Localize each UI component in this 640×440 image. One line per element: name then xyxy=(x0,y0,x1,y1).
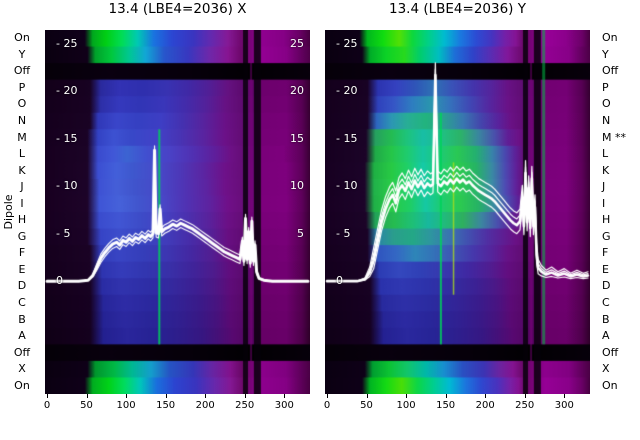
y-tick-label: - 10 xyxy=(56,179,78,193)
x-tick-label: 100 xyxy=(396,400,416,411)
row-label-right: On xyxy=(602,378,618,392)
row-label-left: D xyxy=(17,279,27,293)
left-heatmap-canvas xyxy=(45,30,310,394)
row-label-right: L xyxy=(602,147,609,161)
row-label-right: F xyxy=(602,246,609,260)
y-tick-label: - 15 xyxy=(336,131,358,145)
x-tick-label: 200 xyxy=(475,400,495,411)
x-tick-mark xyxy=(327,394,328,398)
y-tick-label: - 20 xyxy=(56,84,78,98)
x-tick-label: 250 xyxy=(235,400,255,411)
row-label-right: I xyxy=(602,196,606,210)
y-tick-label: - 15 xyxy=(56,131,78,145)
row-label-left: I xyxy=(20,196,24,210)
x-tick-mark xyxy=(564,394,566,398)
x-tick-label: 50 xyxy=(360,400,373,411)
x-tick-mark xyxy=(86,394,88,398)
row-label-left: A xyxy=(18,329,26,343)
row-label-right: N xyxy=(602,114,611,127)
row-label-left: Off xyxy=(13,345,31,359)
row-label-right: O xyxy=(602,97,611,111)
y-tick-label: 5 xyxy=(297,226,304,240)
y-tick-label: 0 xyxy=(336,274,343,288)
right-plot-title: 13.4 (LBE4=2036) Y xyxy=(389,1,526,17)
row-label-left: On xyxy=(14,31,30,45)
y-tick-label: - 25 xyxy=(56,36,78,50)
row-label-left: G xyxy=(17,229,27,243)
y-tick-label: - 5 xyxy=(56,226,71,240)
x-tick-mark xyxy=(205,394,207,398)
row-label-right: Y xyxy=(602,47,609,61)
right-heatmap-canvas xyxy=(325,30,590,394)
row-label-right: Off xyxy=(602,345,619,359)
row-label-right: J xyxy=(602,180,606,194)
x-tick-mark xyxy=(485,394,487,398)
row-label-left: H xyxy=(17,213,27,227)
x-tick-mark xyxy=(284,394,286,398)
row-label-left: B xyxy=(18,312,26,326)
row-label-left: C xyxy=(18,296,26,309)
x-tick-mark xyxy=(244,394,246,398)
x-tick-mark xyxy=(445,394,447,398)
row-label-left: J xyxy=(20,180,24,194)
row-label-right: G xyxy=(602,229,611,243)
row-label-left: N xyxy=(17,114,27,127)
row-label-left: O xyxy=(17,97,27,111)
row-label-right: D xyxy=(602,279,611,293)
y-tick-label: - 10 xyxy=(336,179,358,193)
row-label-right: H xyxy=(602,213,611,227)
y-tick-label: - 25 xyxy=(336,36,358,50)
row-label-left: K xyxy=(18,163,26,177)
row-label-right: A xyxy=(602,329,610,343)
x-tick-label: 50 xyxy=(80,400,93,411)
x-tick-label: 150 xyxy=(436,400,456,411)
row-label-right: B xyxy=(602,312,610,326)
y-tick-label: 15 xyxy=(290,131,304,145)
x-tick-mark xyxy=(406,394,408,398)
y-tick-label: - 5 xyxy=(336,226,351,240)
row-label-left: F xyxy=(18,246,26,260)
y-tick-label: - 20 xyxy=(336,84,358,98)
x-tick-label: 0 xyxy=(323,400,331,411)
row-label-left: E xyxy=(18,262,26,276)
row-label-right: X xyxy=(602,362,610,376)
x-tick-label: 100 xyxy=(116,400,136,411)
row-label-right: On xyxy=(602,31,618,45)
row-label-left: Off xyxy=(13,64,31,78)
y-tick-label: 10 xyxy=(290,179,304,193)
row-label-right: P xyxy=(602,80,609,94)
y-tick-label: 25 xyxy=(290,36,304,50)
row-label-left: M xyxy=(17,130,27,144)
x-tick-label: 150 xyxy=(156,400,176,411)
x-tick-mark xyxy=(126,394,128,398)
row-label-left: P xyxy=(18,80,26,94)
x-tick-label: 0 xyxy=(43,400,51,411)
x-tick-label: 200 xyxy=(195,400,215,411)
x-tick-mark xyxy=(165,394,167,398)
x-tick-label: 250 xyxy=(515,400,535,411)
row-label-right: Off xyxy=(602,64,619,78)
x-tick-label: 300 xyxy=(554,400,574,411)
row-label-right: K xyxy=(602,163,610,177)
row-label-right: E xyxy=(602,262,609,276)
row-label-right: C xyxy=(602,296,610,309)
row-label-left: On xyxy=(14,378,30,392)
y-tick-label: 0 xyxy=(56,274,63,288)
x-tick-label: 300 xyxy=(274,400,294,411)
row-label-left: L xyxy=(18,147,26,161)
x-tick-mark xyxy=(47,394,48,398)
x-tick-mark xyxy=(524,394,526,398)
row-label-left: X xyxy=(18,362,26,376)
left-plot-title: 13.4 (LBE4=2036) X xyxy=(108,1,247,17)
row-label-left: Y xyxy=(18,47,26,61)
row-label-right: M ** xyxy=(602,130,626,144)
y-tick-label: 20 xyxy=(290,84,304,98)
x-tick-mark xyxy=(366,394,368,398)
